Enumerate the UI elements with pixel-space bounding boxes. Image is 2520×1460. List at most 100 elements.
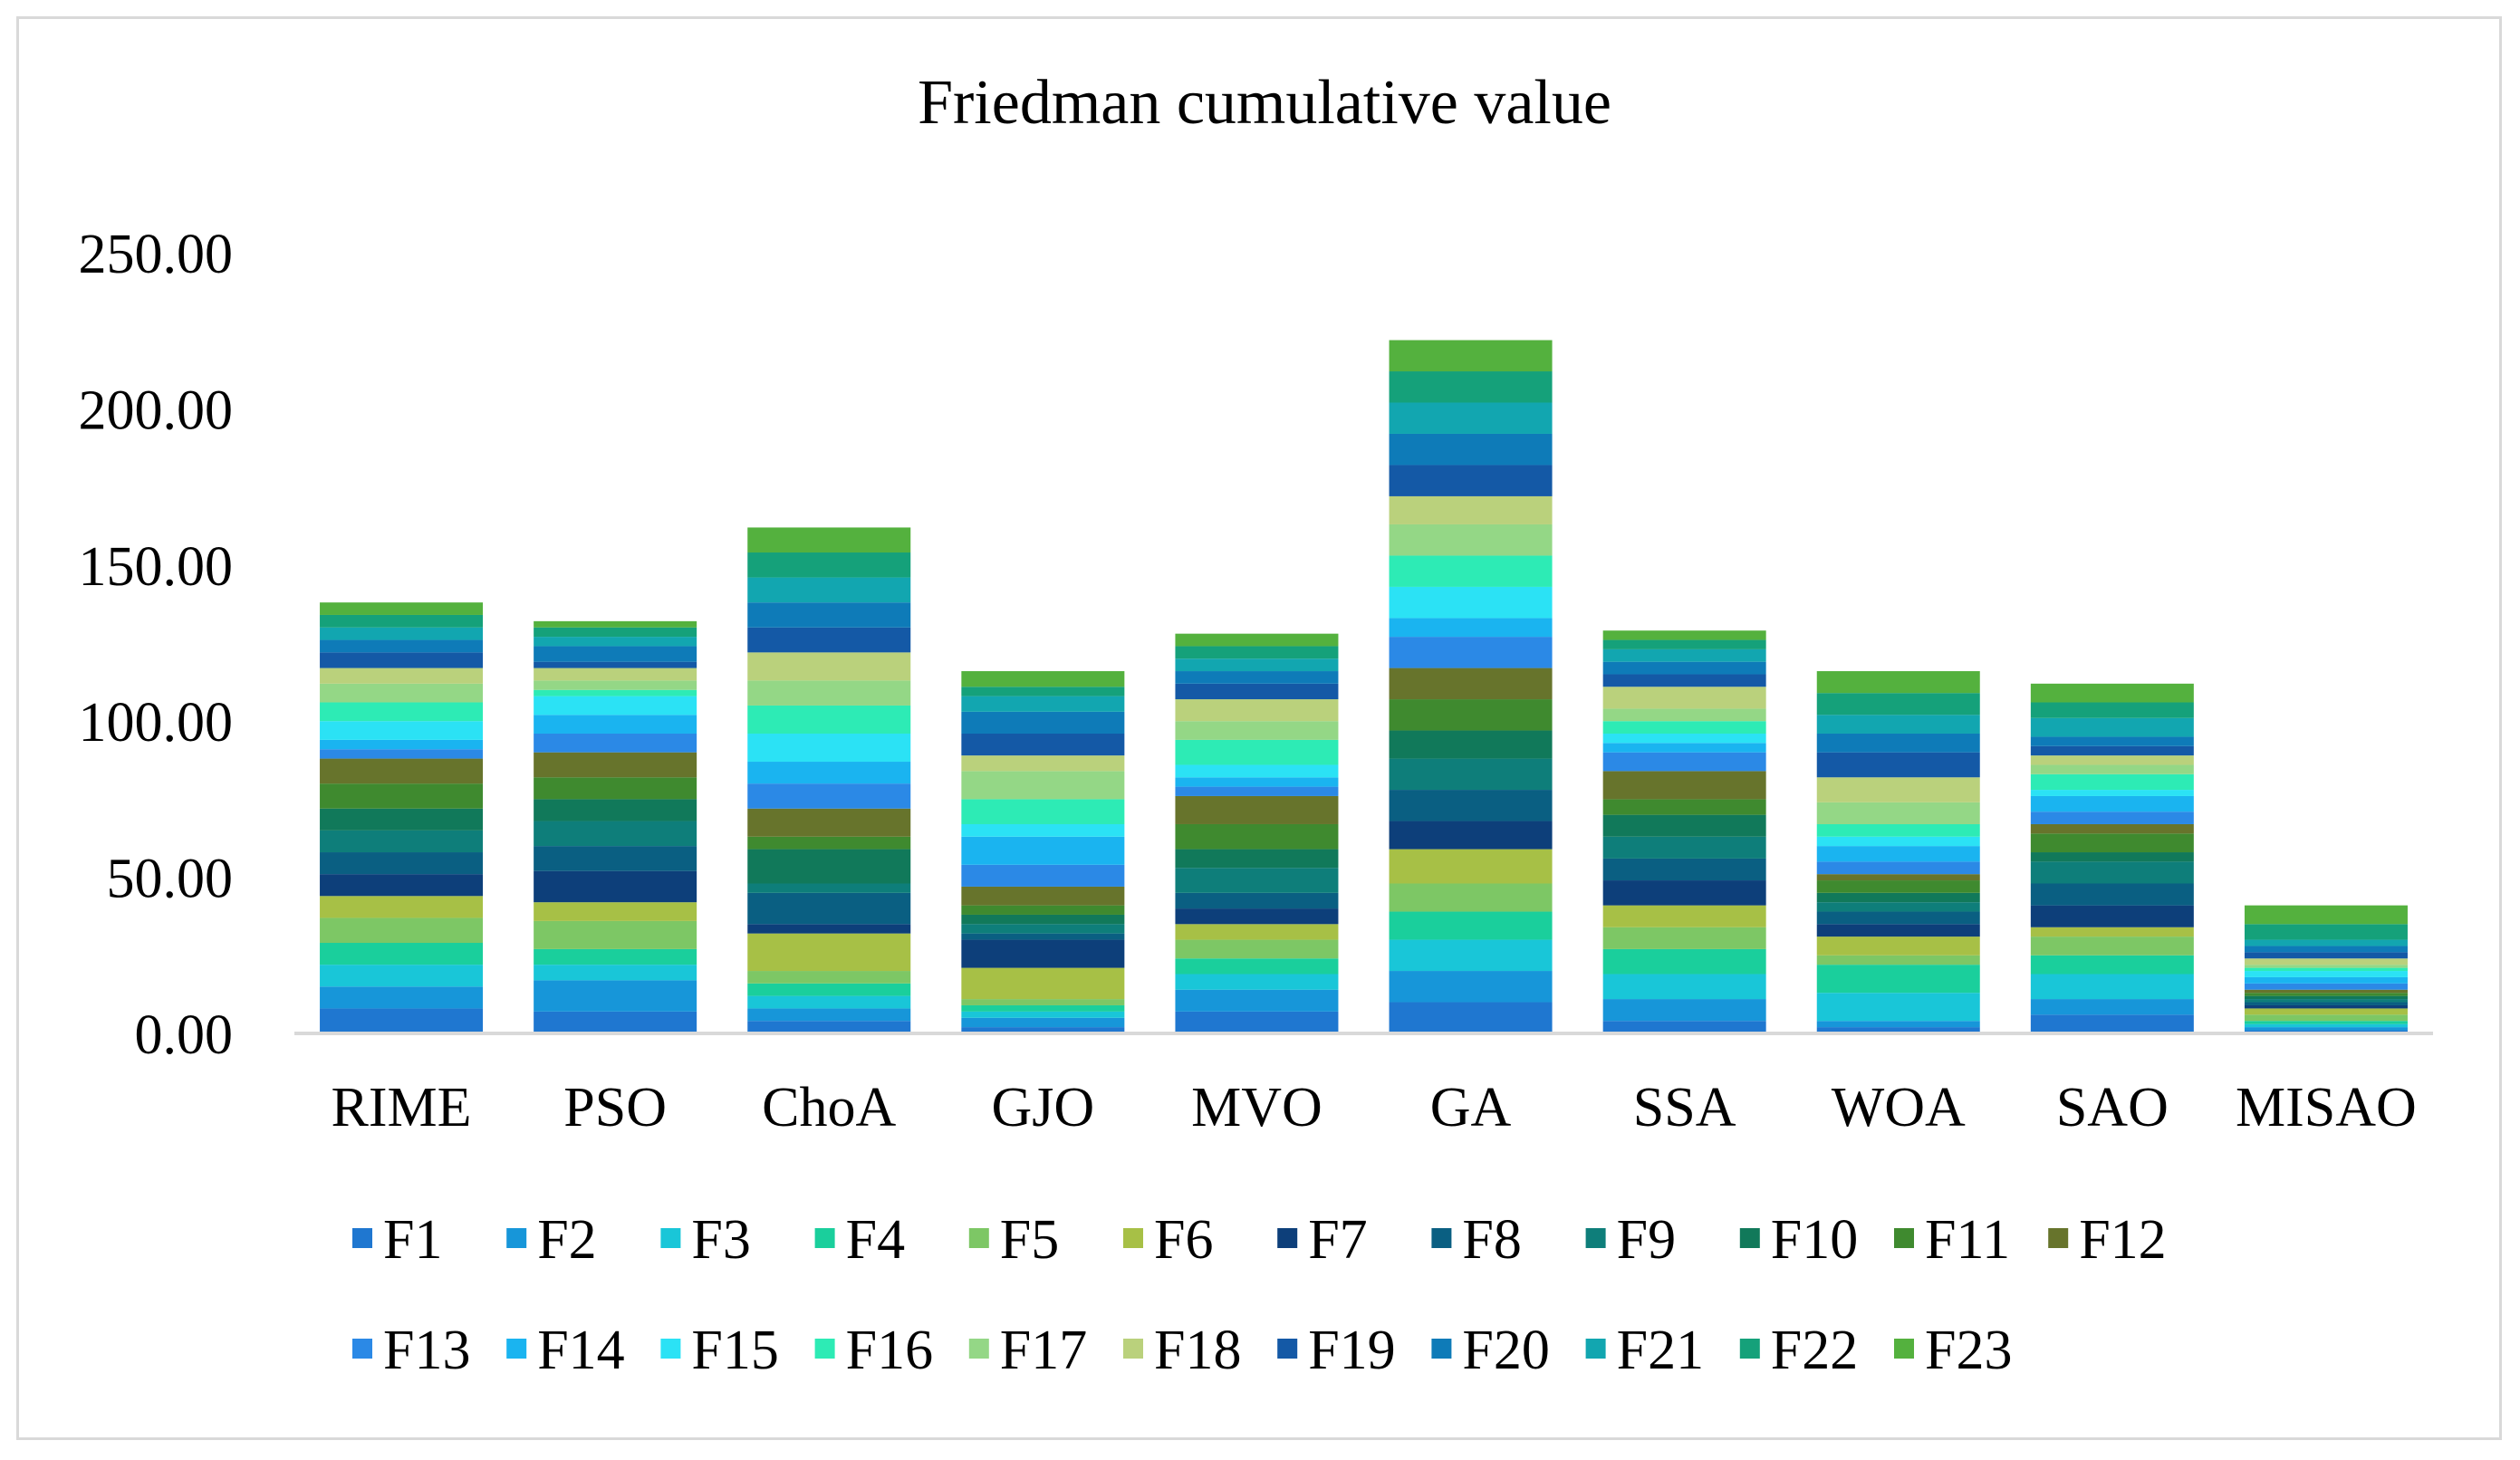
bar-segment-misao-f13 xyxy=(2244,983,2408,990)
bar-segment-sao-f13 xyxy=(2030,812,2194,824)
bar-segment-gjo-f10 xyxy=(961,914,1125,925)
legend-item-f22: F22 xyxy=(1739,1320,1858,1381)
x-tick-label: PSO xyxy=(563,1077,667,1138)
bar-segment-rime-f3 xyxy=(320,965,484,987)
bar-segment-mvo-f10 xyxy=(1175,849,1339,869)
bar-segment-pso-f8 xyxy=(534,846,697,871)
bar-segment-ga-f12 xyxy=(1389,668,1553,700)
legend-label: F7 xyxy=(1308,1209,1367,1271)
bar-segment-ga-f9 xyxy=(1389,758,1553,791)
x-tick-label: MISAO xyxy=(2236,1077,2417,1138)
legend-item-f19: F19 xyxy=(1277,1320,1396,1381)
x-tick-label: MVO xyxy=(1191,1077,1323,1138)
bar-segment-mvo-f12 xyxy=(1175,795,1339,824)
bar-segment-ga-f13 xyxy=(1389,637,1553,668)
bar-segment-choa-f10 xyxy=(747,849,911,884)
bar-segment-sao-f16 xyxy=(2030,773,2194,791)
legend-label: F23 xyxy=(1925,1320,2012,1381)
bar-segment-rime-f8 xyxy=(320,852,484,875)
legend-swatch xyxy=(506,1228,527,1248)
bar-segment-misao-f3 xyxy=(2244,1023,2408,1028)
bar-segment-sao-f17 xyxy=(2030,764,2194,774)
y-tick-label: 50.00 xyxy=(107,849,234,910)
bar-segment-gjo-f15 xyxy=(961,823,1125,837)
bar-segment-ssa-f3 xyxy=(1602,974,1766,1000)
bar-segment-pso-f10 xyxy=(534,799,697,821)
bar-segment-mvo-f17 xyxy=(1175,721,1339,740)
bar-segment-rime-f17 xyxy=(320,683,484,703)
bar-segment-sao-f19 xyxy=(2030,745,2194,756)
bar-segment-misao-f22 xyxy=(2244,924,2408,940)
bar-segment-choa-f20 xyxy=(747,602,911,628)
legend-swatch xyxy=(352,1339,372,1359)
bar-segment-mvo-f23 xyxy=(1175,633,1339,647)
bar-segment-gjo-f23 xyxy=(961,671,1125,687)
legend-label: F6 xyxy=(1154,1209,1213,1271)
bar-segment-ssa-f13 xyxy=(1602,752,1766,772)
bar-segment-sao-f14 xyxy=(2030,795,2194,812)
bar-segment-ga-f11 xyxy=(1389,699,1553,731)
bar-segment-ga-f21 xyxy=(1389,402,1553,434)
bar-stack-ssa xyxy=(1602,630,1766,1033)
bar-segment-rime-f9 xyxy=(320,830,484,853)
bar-segment-mvo-f8 xyxy=(1175,892,1339,909)
legend-swatch xyxy=(1894,1228,1914,1248)
bar-segment-mvo-f19 xyxy=(1175,683,1339,700)
bar-segment-choa-f2 xyxy=(747,1008,911,1022)
legend: F1 F2 F3 F4 F5 F6 F7 F8 F9 F10 F11 F12 F13 F14 F15 F16 F… xyxy=(352,1209,2167,1381)
bar-segment-misao-f7 xyxy=(2244,1004,2408,1009)
bar-segment-pso-f13 xyxy=(534,733,697,753)
bar-segment-sao-f4 xyxy=(2030,955,2194,975)
legend-label: F9 xyxy=(1617,1209,1676,1271)
y-tick-label: 250.00 xyxy=(79,224,234,285)
bar-segment-pso-f4 xyxy=(534,948,697,965)
bar-segment-ssa-f8 xyxy=(1602,858,1766,881)
bar-segment-choa-f23 xyxy=(747,527,911,552)
legend-swatch xyxy=(660,1228,681,1248)
bar-segment-misao-f4 xyxy=(2244,1021,2408,1024)
legend-item-f11: F11 xyxy=(1894,1209,2010,1271)
bar-segment-choa-f4 xyxy=(747,983,911,996)
bar-segment-misao-f21 xyxy=(2244,939,2408,946)
legend-label: F15 xyxy=(691,1320,778,1381)
legend-item-f17: F17 xyxy=(968,1320,1087,1381)
bar-stack-choa xyxy=(747,527,911,1033)
bar-segment-gjo-f22 xyxy=(961,687,1125,696)
bar-segment-woa-f18 xyxy=(1816,777,1980,802)
bar-segment-ga-f15 xyxy=(1389,586,1553,619)
bar-segment-sao-f10 xyxy=(2030,852,2194,862)
legend-item-f20: F20 xyxy=(1431,1320,1550,1381)
bar-segment-woa-f21 xyxy=(1816,715,1980,734)
bar-segment-pso-f15 xyxy=(534,696,697,716)
bar-segment-mvo-f22 xyxy=(1175,646,1339,659)
bar-segment-woa-f20 xyxy=(1816,733,1980,753)
bar-segment-ga-f7 xyxy=(1389,821,1553,850)
bar-segment-choa-f8 xyxy=(747,892,911,925)
legend-swatch xyxy=(1739,1339,1760,1359)
bar-segment-pso-f3 xyxy=(534,965,697,981)
bar-segment-ga-f2 xyxy=(1389,971,1553,1003)
bar-segment-rime-f11 xyxy=(320,783,484,809)
bar-segment-sao-f2 xyxy=(2030,999,2194,1015)
bar-segment-ssa-f6 xyxy=(1602,905,1766,927)
bar-segment-misao-f10 xyxy=(2244,995,2408,1000)
legend-swatch xyxy=(814,1228,835,1248)
bar-segment-ga-f14 xyxy=(1389,618,1553,638)
bar-segment-ga-f16 xyxy=(1389,555,1553,587)
x-tick-label: GJO xyxy=(992,1077,1095,1138)
bar-segment-sao-f5 xyxy=(2030,937,2194,956)
bar-segment-choa-f15 xyxy=(747,733,911,763)
legend-swatch xyxy=(968,1339,989,1359)
legend-label: F16 xyxy=(846,1320,933,1381)
legend-label: F21 xyxy=(1617,1320,1704,1381)
bar-segment-woa-f4 xyxy=(1816,965,1980,994)
x-tick-label: RIME xyxy=(332,1077,472,1138)
legend-swatch xyxy=(1123,1339,1143,1359)
bar-segment-ssa-f2 xyxy=(1602,999,1766,1022)
bar-stack-misao xyxy=(2244,905,2408,1033)
legend-swatch xyxy=(1431,1339,1452,1359)
bar-segment-misao-f6 xyxy=(2244,1008,2408,1015)
bar-segment-gjo-f8 xyxy=(961,933,1125,940)
legend-item-f7: F7 xyxy=(1277,1209,1368,1271)
bar-segment-misao-f19 xyxy=(2244,952,2408,959)
